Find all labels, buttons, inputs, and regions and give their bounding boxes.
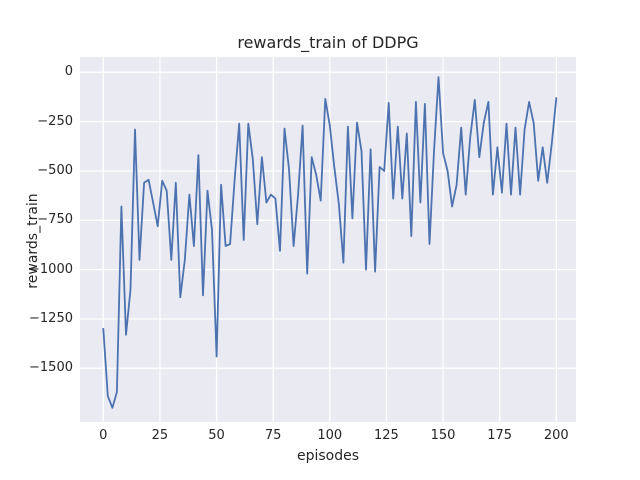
x-axis-label: episodes [296,448,360,464]
chart-title: rewards_train of DDPG [237,33,419,52]
y-tick-label: 0 [64,64,73,80]
x-tick-label: 200 [543,428,569,443]
x-tick-label: 175 [487,428,513,443]
x-tick-label: 125 [374,428,399,443]
chart-canvas [80,57,576,422]
y-tick-label: −500 [37,162,73,178]
x-tick-label: 150 [430,428,456,443]
y-tick-label: −1250 [29,310,73,326]
plot-area [80,57,576,422]
y-tick-label: −250 [37,113,73,129]
x-tick-label: 25 [151,428,169,443]
x-tick-label: 100 [317,428,343,443]
x-tick-label: 50 [208,428,225,443]
rewards-line [102,76,558,409]
y-tick-label: −750 [37,212,73,228]
x-tick-label: 75 [264,428,282,443]
y-tick-label: −1000 [29,261,73,277]
x-tick-label: 0 [99,428,108,443]
y-axis-label: rewards_train [25,193,41,289]
y-tick-label: −1500 [29,360,73,376]
